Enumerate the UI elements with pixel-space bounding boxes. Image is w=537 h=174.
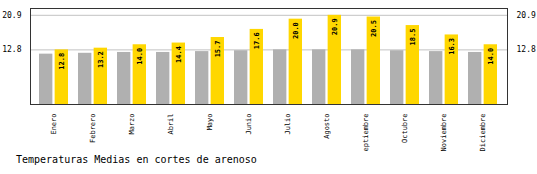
svg-text:Junio: Junio (245, 114, 253, 135)
svg-text:12.8: 12.8 (58, 53, 66, 70)
svg-text:15.7: 15.7 (214, 41, 222, 58)
svg-text:Marzo: Marzo (128, 114, 136, 135)
svg-text:Enero: Enero (50, 114, 58, 135)
svg-text:17.6: 17.6 (253, 32, 261, 49)
svg-text:14.0: 14.0 (136, 48, 144, 65)
svg-text:14.0: 14.0 (487, 48, 495, 65)
svg-text:20.9: 20.9 (331, 18, 339, 35)
svg-text:13.2: 13.2 (97, 51, 105, 68)
svg-text:Julio: Julio (284, 114, 292, 135)
html-text:Temperaturas Medias en cortes: Temperaturas Medias en cortes de arenoso (16, 154, 257, 165)
svg-text:12.8: 12.8 (2, 45, 21, 54)
svg-text:Febrero: Febrero (89, 114, 97, 144)
svg-text:Abril: Abril (167, 114, 175, 135)
svg-text:Noviembre: Noviembre (440, 114, 448, 152)
svg-text:18.5: 18.5 (409, 29, 417, 46)
svg-text:Octubre: Octubre (401, 114, 409, 144)
svg-text:Agosto: Agosto (323, 114, 331, 139)
svg-text:12.8: 12.8 (517, 45, 536, 54)
svg-text:Mayo: Mayo (206, 114, 214, 131)
svg-text:20.0: 20.0 (292, 22, 300, 39)
svg-text:Septiembre: Septiembre (362, 114, 370, 153)
svg-text:20.9: 20.9 (517, 11, 536, 20)
svg-text:16.3: 16.3 (448, 38, 456, 55)
svg-text:Diciembre: Diciembre (479, 114, 487, 152)
svg-text:20.5: 20.5 (370, 20, 378, 37)
svg-text:20.9: 20.9 (2, 11, 21, 20)
svg-text:14.4: 14.4 (175, 46, 183, 63)
